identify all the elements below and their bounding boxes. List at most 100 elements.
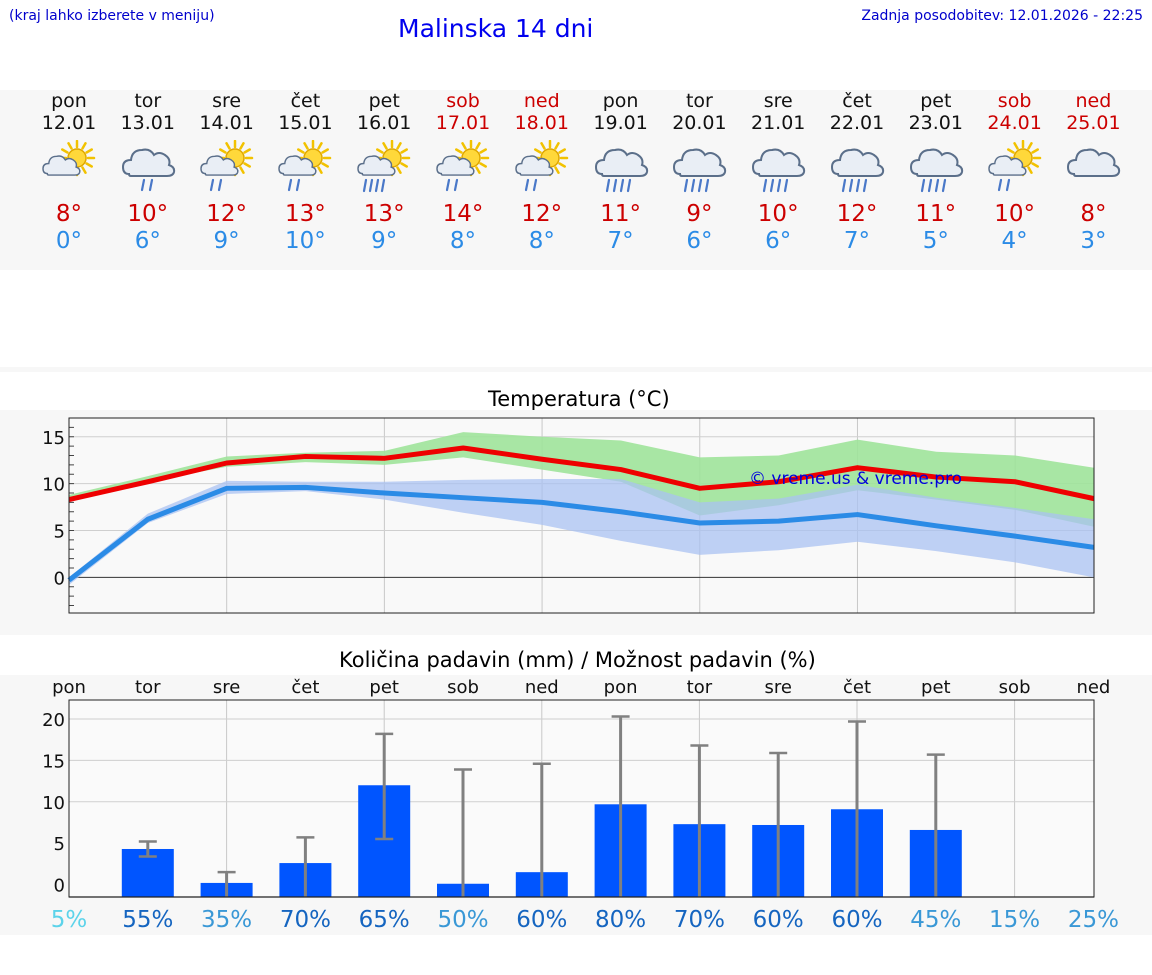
precipitation-probability: 60% xyxy=(753,907,804,933)
forecast-day: sre 21.01 10° 6° xyxy=(738,90,818,254)
page-title: Malinska 14 dni xyxy=(398,14,594,43)
x-category-label: tor xyxy=(687,677,713,698)
day-name: pon xyxy=(51,90,87,112)
min-temperature: 9° xyxy=(371,228,398,254)
x-category-label: pon xyxy=(604,677,638,698)
day-name: sob xyxy=(997,90,1032,112)
max-temperature: 13° xyxy=(285,201,326,227)
forecast-day: pet 16.01 13° 9° xyxy=(344,90,424,254)
day-date: 24.01 xyxy=(987,112,1042,134)
temperature-chart-title: Temperatura (°C) xyxy=(488,387,670,411)
day-date: 25.01 xyxy=(1066,112,1121,134)
last-update: Zadnja posodobitev: 12.01.2026 - 22:25 xyxy=(861,8,1143,24)
precipitation-probability: 5% xyxy=(51,907,88,933)
forecast-day: pon 12.01 8° 0° xyxy=(29,90,109,254)
precipitation-probability: 60% xyxy=(831,907,882,933)
plot-frame xyxy=(68,699,1095,898)
sun-cloud-light-rain-icon xyxy=(278,140,332,192)
day-name: ned xyxy=(1075,90,1112,112)
min-temperature-line xyxy=(67,484,1095,583)
min-temperature: 7° xyxy=(607,228,634,254)
x-category-label: sre xyxy=(764,677,791,698)
forecast-day: ned 25.01 8° 3° xyxy=(1053,90,1133,254)
forecast-day: čet 22.01 12° 7° xyxy=(817,90,897,254)
day-date: 13.01 xyxy=(120,112,175,134)
day-name: tor xyxy=(134,90,162,112)
cloud-rain-icon xyxy=(594,148,648,193)
cloud-rain-icon xyxy=(909,148,963,193)
precipitation-chart-title: Količina padavin (mm) / Možnost padavin … xyxy=(339,648,816,672)
min-temperature: 3° xyxy=(1080,228,1107,254)
forecast-day: ned 18.01 12° 8° xyxy=(502,90,582,254)
day-date: 20.01 xyxy=(672,112,727,134)
x-category-label: sob xyxy=(447,677,479,698)
y-tick-label: 0 xyxy=(54,876,65,897)
day-name: pet xyxy=(368,90,400,112)
precipitation-probability: 60% xyxy=(516,907,567,933)
plot-frame xyxy=(68,417,1095,614)
y-tick-label: 10 xyxy=(42,793,65,814)
precipitation-probability: 65% xyxy=(359,907,410,933)
forecast-day: sob 24.01 10° 4° xyxy=(975,90,1055,254)
max-temperature: 12° xyxy=(836,201,878,227)
max-temperature: 9° xyxy=(686,201,713,227)
day-date: 12.01 xyxy=(41,112,97,134)
x-category-label: pet xyxy=(369,677,399,698)
day-date: 14.01 xyxy=(199,112,254,134)
cloud-light-rain-icon xyxy=(121,148,175,192)
forecast-day: pon 19.01 11° 7° xyxy=(581,90,661,254)
divider xyxy=(0,367,1152,372)
day-date: 19.01 xyxy=(593,112,648,134)
sun-cloud-light-rain-icon xyxy=(436,140,490,192)
day-name: pon xyxy=(602,90,639,112)
min-temperature: 6° xyxy=(765,228,792,254)
y-tick-label: 15 xyxy=(42,751,65,772)
x-category-label: tor xyxy=(135,677,161,698)
precipitation-chart-panel: pon tor sre čet pet sob ned pon tor sre čet pet sob n… xyxy=(0,675,1152,935)
x-category-label: ned xyxy=(525,677,559,698)
forecast-day: čet 15.01 13° 10° xyxy=(265,90,345,254)
cloud-rain-icon xyxy=(830,148,885,193)
day-date: 22.01 xyxy=(829,112,885,134)
min-temperature: 5° xyxy=(922,228,949,254)
day-name: čet xyxy=(290,90,321,112)
precipitation-probability: 50% xyxy=(437,907,488,933)
forecast-day: sob 17.01 14° 8° xyxy=(423,90,503,254)
min-temperature: 7° xyxy=(843,228,871,254)
x-category-label: pon xyxy=(52,677,86,698)
max-temperature: 10° xyxy=(757,201,799,227)
forecast-day: sre 14.01 12° 9° xyxy=(187,90,267,254)
forecast-day: tor 20.01 9° 6° xyxy=(659,90,739,254)
day-name: čet xyxy=(842,90,872,112)
day-date: 21.01 xyxy=(750,112,806,134)
max-temperature: 11° xyxy=(600,201,641,227)
day-date: 23.01 xyxy=(908,112,963,134)
cloud-icon xyxy=(1067,148,1121,177)
x-category-label: čet xyxy=(291,677,319,698)
day-name: sre xyxy=(763,90,793,112)
min-temperature: 6° xyxy=(686,228,713,254)
y-tick-label: 20 xyxy=(42,710,65,731)
copyright-annotation: © vreme.us & vreme.pro xyxy=(749,469,962,489)
cloud-rain-icon xyxy=(673,148,727,193)
min-range-band xyxy=(69,478,1094,585)
min-temperature: 0° xyxy=(55,228,83,254)
forecast-strip: pon 12.01 8° 0° tor 13.01 10° 6° sre 14.01 12° 9° če… xyxy=(0,90,1152,270)
forecast-day: tor 13.01 10° 6° xyxy=(108,90,188,254)
sun-cloud-light-rain-icon xyxy=(515,140,569,192)
x-category-label: ned xyxy=(1076,677,1110,698)
temperature-chart-panel: 0 5 10 15 © vreme.us & vreme.pro xyxy=(0,410,1152,635)
sun-cloud-rain-icon xyxy=(357,140,411,193)
min-temperature: 8° xyxy=(449,228,477,254)
day-date: 16.01 xyxy=(356,112,412,134)
sun-cloud-light-rain-icon xyxy=(199,140,253,192)
precipitation-probability: 55% xyxy=(122,907,173,933)
precipitation-probability: 35% xyxy=(201,907,252,933)
max-temperature: 10° xyxy=(127,201,169,227)
x-category-label: pet xyxy=(921,677,951,698)
day-name: ned xyxy=(523,90,560,112)
max-temperature: 13° xyxy=(363,201,405,227)
location-menu-hint: (kraj lahko izberete v meniju) xyxy=(9,8,215,24)
temperature-chart: 0 5 10 15 © vreme.us & vreme.pro xyxy=(42,417,1095,614)
precipitation-probability: 70% xyxy=(674,907,725,933)
